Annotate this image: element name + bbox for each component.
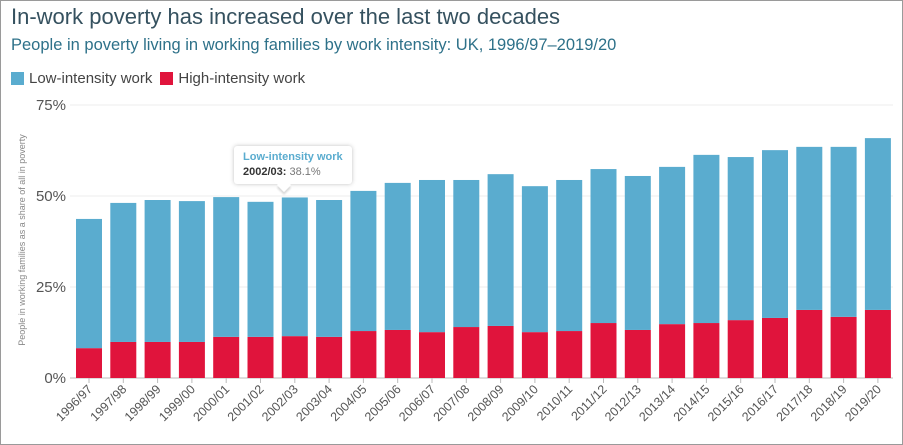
bar-high-intensity-1996-97[interactable] [76,348,102,378]
bar-low-intensity-2014-15[interactable] [693,154,720,324]
bar-high-intensity-2005-06[interactable] [384,329,411,378]
bar-low-intensity-1998-99[interactable] [144,200,171,342]
bar-low-intensity-1999-00[interactable] [178,201,205,342]
bar-low-intensity-2011-12[interactable] [590,169,617,324]
bar-low-intensity-2003-04[interactable] [316,200,343,337]
legend: Low-intensity work High-intensity work [11,70,313,87]
bar-high-intensity-2006-07[interactable] [419,332,445,378]
tooltip-series: Low-intensity work [243,151,343,163]
legend-swatch-high-intensity [160,72,174,85]
bar-low-intensity-2001-02[interactable] [247,201,274,337]
x-tick-label: 2000/01 [190,382,232,424]
y-tick-label: 75% [36,97,66,114]
bar-low-intensity-2005-06[interactable] [384,182,411,330]
bar-high-intensity-2010-11[interactable] [556,331,583,378]
bar-high-intensity-2001-02[interactable] [247,336,274,378]
bar-high-intensity-2019-20[interactable] [864,309,891,378]
bar-high-intensity-2015-16[interactable] [727,320,754,378]
chart-title: In-work poverty has increased over the l… [11,4,561,29]
bar-high-intensity-2013-14[interactable] [659,324,686,378]
tooltip-category: 2002/03: [243,166,287,178]
x-tick-label: 2017/18 [774,382,816,424]
bar-high-intensity-1997-98[interactable] [110,341,137,378]
bar-low-intensity-2009-10[interactable] [521,186,548,333]
bar-low-intensity-2019-20[interactable] [864,138,891,310]
x-tick-label: 1998/99 [122,382,164,424]
x-tick-label: 2014/15 [671,382,713,424]
x-tick-label: 2013/14 [636,382,678,424]
bar-high-intensity-2016-17[interactable] [762,317,788,378]
x-tick-label: 2002/03 [259,382,301,424]
x-tick-label: 2010/11 [534,382,575,423]
x-tick-label: 1999/00 [156,382,198,424]
bar-high-intensity-2002-03[interactable] [281,336,308,378]
bar-low-intensity-2007-08[interactable] [453,179,480,328]
tooltip: Low-intensity work 2002/03: 38.1% [234,146,352,184]
x-tick-label: 2005/06 [362,382,404,424]
x-tick-label: 2019/20 [842,382,884,424]
bar-low-intensity-2018-19[interactable] [830,146,857,317]
y-tick-label: 0% [44,370,66,387]
x-tick-label: 1997/98 [88,382,130,424]
legend-item-high-intensity[interactable]: High-intensity work [160,70,305,87]
bar-low-intensity-2004-05[interactable] [350,190,377,332]
bar-high-intensity-2009-10[interactable] [521,332,548,378]
bar-high-intensity-1999-00[interactable] [178,341,205,378]
x-tick-label: 2018/19 [808,382,850,424]
legend-item-low-intensity[interactable]: Low-intensity work [11,70,152,87]
x-tick-label: 2011/12 [568,382,609,423]
bar-low-intensity-2015-16[interactable] [727,157,754,321]
legend-label: High-intensity work [178,70,306,87]
bar-high-intensity-2017-18[interactable] [796,309,823,378]
bar-low-intensity-1997-98[interactable] [110,202,137,342]
x-tick-label: 2001/02 [225,382,267,424]
bar-low-intensity-1996-97[interactable] [76,218,102,349]
x-tick-label: 2008/09 [465,382,507,424]
bar-high-intensity-2004-05[interactable] [350,331,377,378]
bar-high-intensity-2014-15[interactable] [693,323,720,378]
bar-high-intensity-1998-99[interactable] [144,341,171,378]
bar-high-intensity-2003-04[interactable] [316,336,343,378]
y-tick-label: 25% [36,279,66,296]
bar-low-intensity-2013-14[interactable] [659,166,686,325]
bar-high-intensity-2018-19[interactable] [830,316,857,378]
x-tick-label: 2012/13 [602,382,644,424]
x-tick-label: 2007/08 [431,382,473,424]
bar-high-intensity-2011-12[interactable] [590,323,617,378]
tooltip-value: 38.1% [289,166,321,178]
x-tick-label: 1996/97 [53,382,95,424]
bar-low-intensity-2002-03[interactable] [281,197,308,337]
x-tick-label: 2015/16 [705,382,747,424]
chart-subtitle: People in poverty living in working fami… [11,36,617,54]
x-tick-label: 2016/17 [739,382,781,424]
bar-low-intensity-2008-09[interactable] [487,174,514,326]
y-tick-label: 50% [36,188,66,205]
bar-low-intensity-2012-13[interactable] [624,175,651,330]
x-tick-label: 2009/10 [499,382,541,424]
bar-high-intensity-2008-09[interactable] [487,325,514,378]
bar-high-intensity-2000-01[interactable] [213,336,240,378]
x-tick-label: 2004/05 [328,382,370,424]
x-tick-label: 2006/07 [396,382,438,424]
bar-low-intensity-2016-17[interactable] [762,150,788,318]
bar-low-intensity-2006-07[interactable] [419,179,445,333]
bar-high-intensity-2007-08[interactable] [453,327,480,378]
legend-label: Low-intensity work [29,70,153,87]
y-axis-label: People in working families as a share of… [17,134,27,346]
bar-low-intensity-2000-01[interactable] [213,197,240,337]
x-tick-label: 2003/04 [293,382,335,424]
legend-swatch-low-intensity [11,72,24,85]
bar-high-intensity-2012-13[interactable] [624,329,651,378]
bar-low-intensity-2017-18[interactable] [796,146,823,310]
bar-low-intensity-2010-11[interactable] [556,179,583,332]
